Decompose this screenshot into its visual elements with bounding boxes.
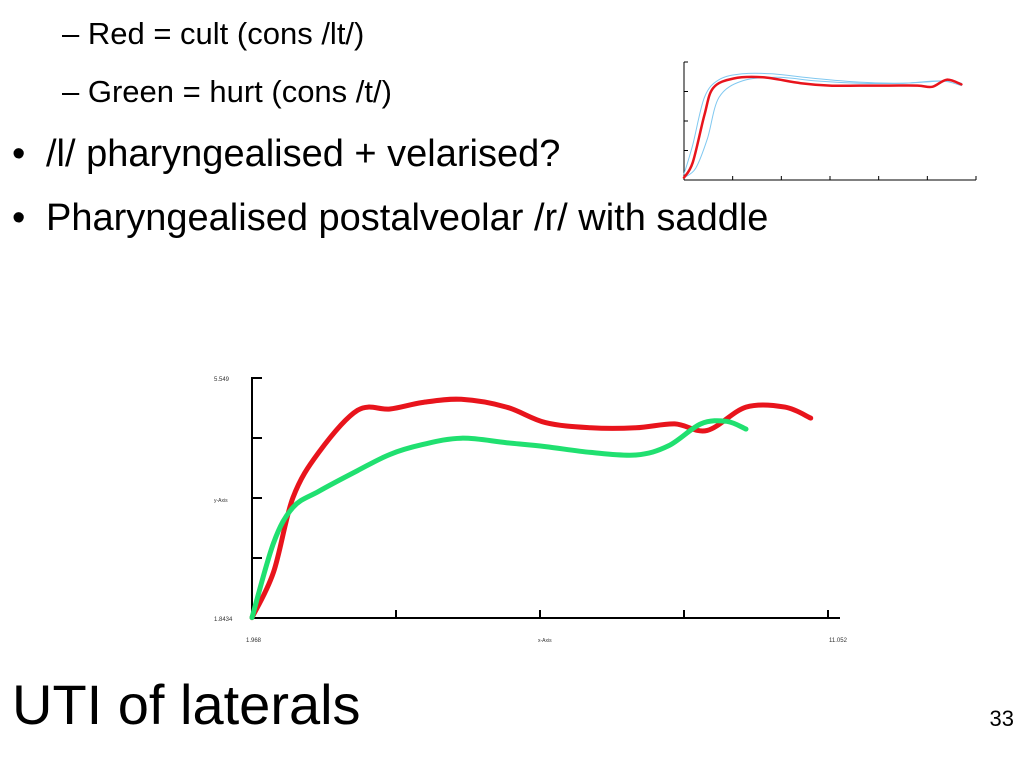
bullet-glyph: • bbox=[12, 133, 26, 175]
x-tick-label-right: 11.052 bbox=[829, 638, 848, 644]
bullet-item-2: • Pharyngealised postalveolar /r/ with sa… bbox=[12, 196, 768, 240]
sub-bullet-red: – Red = cult (cons /lt/) bbox=[62, 16, 365, 51]
y-axis-label: y-Axis bbox=[214, 498, 228, 504]
main-tongue-contour-chart: 5.549 1.8434 y-Axis 1.968 11.052 x-Axis bbox=[214, 377, 848, 644]
series-line-red bbox=[682, 75, 963, 179]
series-line-red bbox=[249, 396, 814, 621]
series-line-blue bbox=[683, 76, 962, 179]
series-line-green bbox=[249, 418, 749, 621]
x-axis-label: x-Axis bbox=[538, 638, 552, 644]
y-tick-label-bottom: 1.8434 bbox=[214, 617, 233, 623]
bullet-text-2: Pharyngealised postalveolar /r/ with sad… bbox=[46, 197, 769, 239]
bullet-text-1: /l/ pharyngealised + velarised? bbox=[46, 133, 561, 175]
small-tongue-contour-chart bbox=[660, 56, 985, 196]
page-number: 33 bbox=[989, 706, 1014, 731]
bullet-glyph: • bbox=[12, 197, 26, 239]
sub-bullet-green: – Green = hurt (cons /t/) bbox=[62, 74, 392, 109]
y-tick-label-top: 5.549 bbox=[214, 377, 230, 383]
x-tick-label-left: 1.968 bbox=[246, 638, 262, 644]
bullet-item-1: • /l/ pharyngealised + velarised? bbox=[12, 132, 560, 176]
slide-title: UTI of laterals bbox=[12, 673, 361, 736]
